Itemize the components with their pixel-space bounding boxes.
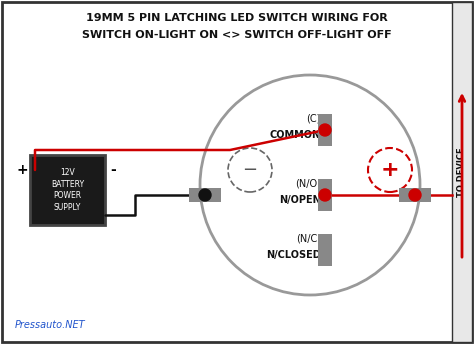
Text: COMMON: COMMON xyxy=(270,130,321,140)
Text: Pressauto.NET: Pressauto.NET xyxy=(15,320,86,330)
Circle shape xyxy=(200,75,420,295)
Text: 12V
BATTERY
POWER
SUPPLY: 12V BATTERY POWER SUPPLY xyxy=(51,168,84,212)
Text: N/OPEN: N/OPEN xyxy=(279,195,321,205)
Bar xyxy=(30,155,105,225)
Text: N/CLOSED: N/CLOSED xyxy=(266,250,321,260)
Bar xyxy=(318,179,332,211)
Bar xyxy=(318,234,332,266)
Bar xyxy=(318,114,332,146)
Text: -: - xyxy=(110,163,116,177)
Text: 19MM 5 PIN LATCHING LED SWITCH WIRING FOR: 19MM 5 PIN LATCHING LED SWITCH WIRING FO… xyxy=(86,13,388,23)
Text: +: + xyxy=(16,163,28,177)
Text: −: − xyxy=(242,161,257,179)
Text: (C): (C) xyxy=(307,113,321,123)
Bar xyxy=(189,188,221,202)
Text: (N/O): (N/O) xyxy=(295,178,321,188)
Circle shape xyxy=(199,189,211,201)
Circle shape xyxy=(319,189,331,201)
Bar xyxy=(452,2,472,342)
Bar xyxy=(399,188,431,202)
Text: SWITCH ON-LIGHT ON <> SWITCH OFF-LIGHT OFF: SWITCH ON-LIGHT ON <> SWITCH OFF-LIGHT O… xyxy=(82,30,392,40)
Text: (N/C): (N/C) xyxy=(296,233,321,243)
Circle shape xyxy=(319,124,331,136)
Text: TO DEVICE: TO DEVICE xyxy=(457,147,466,197)
Circle shape xyxy=(409,189,421,201)
Text: +: + xyxy=(381,160,399,180)
